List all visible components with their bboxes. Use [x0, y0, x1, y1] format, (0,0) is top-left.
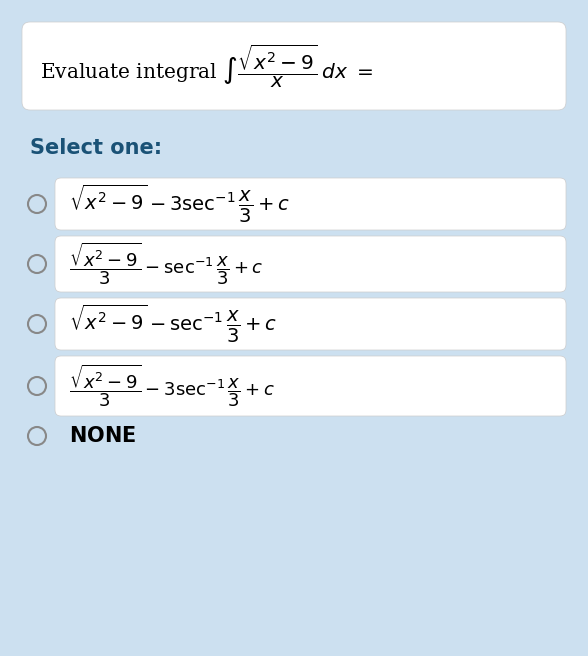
Text: $\sqrt{x^2-9} - 3\sec^{-1}\dfrac{x}{3} + c$: $\sqrt{x^2-9} - 3\sec^{-1}\dfrac{x}{3} +…	[69, 183, 290, 225]
FancyBboxPatch shape	[55, 356, 566, 416]
Text: $\dfrac{\sqrt{x^2-9}}{3} - 3\sec^{-1}\dfrac{x}{3} + c$: $\dfrac{\sqrt{x^2-9}}{3} - 3\sec^{-1}\df…	[69, 363, 275, 409]
FancyBboxPatch shape	[55, 298, 566, 350]
Text: $\dfrac{\sqrt{x^2-9}}{3} - \sec^{-1}\dfrac{x}{3} + c$: $\dfrac{\sqrt{x^2-9}}{3} - \sec^{-1}\dfr…	[69, 241, 263, 287]
Text: $\mathbf{NONE}$: $\mathbf{NONE}$	[69, 426, 136, 446]
FancyBboxPatch shape	[22, 22, 566, 110]
FancyBboxPatch shape	[55, 236, 566, 292]
Text: $\sqrt{x^2-9} - \sec^{-1}\dfrac{x}{3} + c$: $\sqrt{x^2-9} - \sec^{-1}\dfrac{x}{3} + …	[69, 303, 278, 345]
Text: Select one:: Select one:	[30, 138, 162, 158]
FancyBboxPatch shape	[55, 178, 566, 230]
Text: Evaluate integral $\int \dfrac{\sqrt{x^2-9}}{x}\,dx\ =$: Evaluate integral $\int \dfrac{\sqrt{x^2…	[40, 42, 373, 90]
